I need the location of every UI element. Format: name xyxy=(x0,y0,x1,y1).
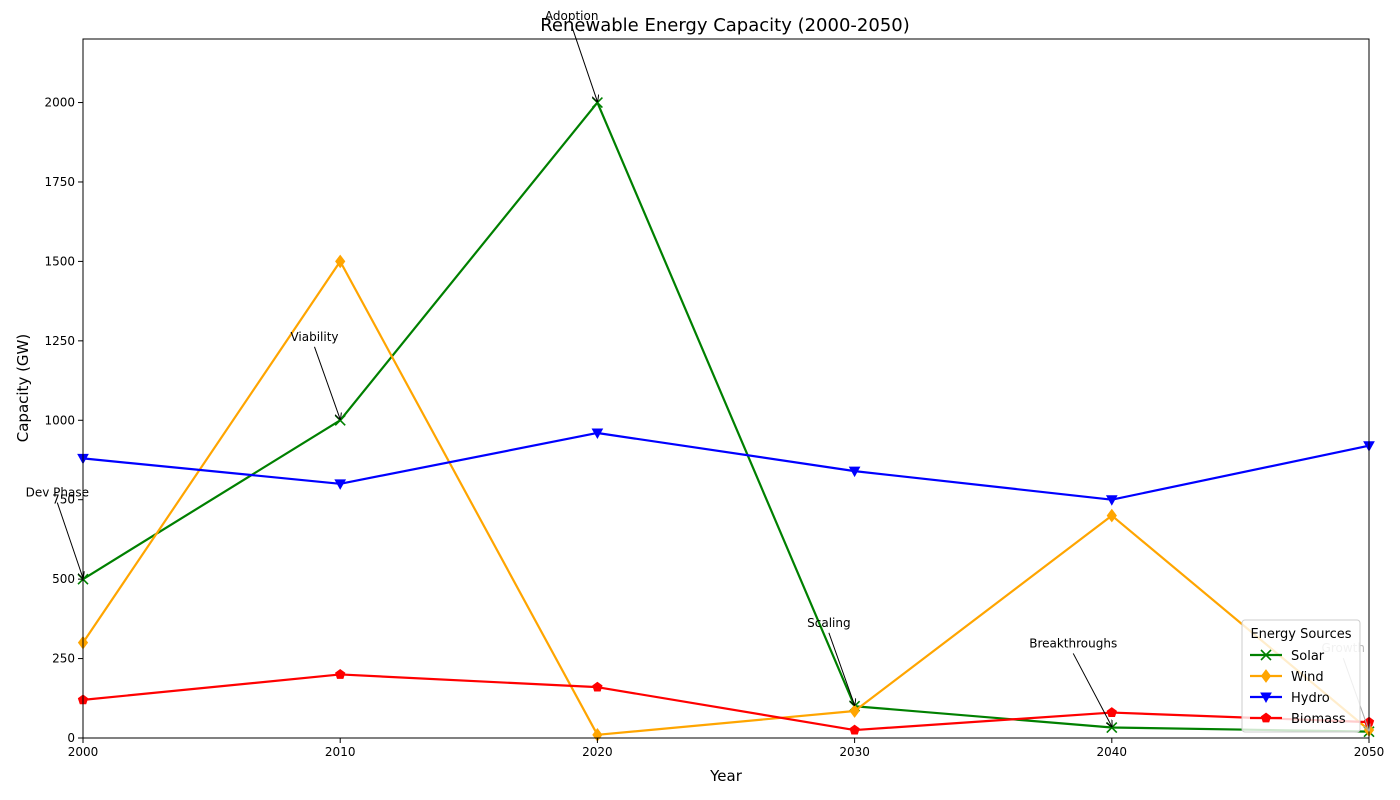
data-point-hydro xyxy=(848,466,861,478)
annotation-label: Breakthroughs xyxy=(1029,636,1117,650)
series-line-hydro xyxy=(82,431,1370,501)
data-point-biomass xyxy=(335,669,346,679)
x-tick-label: 2000 xyxy=(68,745,99,759)
x-tick-label: 2030 xyxy=(839,745,870,759)
annotation-arrow xyxy=(828,632,855,705)
x-axis: 2000 2010 2020 2030 2040 2050 xyxy=(68,738,1385,759)
y-axis-label: Capacity (GW) xyxy=(14,334,32,442)
x-tick-label: 2010 xyxy=(325,745,356,759)
legend-label: Solar xyxy=(1291,649,1325,664)
legend-label: Wind xyxy=(1291,670,1324,685)
annotation-label: Viability xyxy=(290,330,338,344)
annotation-label: Adoption xyxy=(545,9,599,23)
annotation-arrow xyxy=(56,502,83,579)
data-point-hydro xyxy=(334,479,347,490)
y-tick-label: 1250 xyxy=(44,334,75,348)
legend-item-solar: Solar xyxy=(1250,649,1325,664)
x-tick-label: 2020 xyxy=(582,745,613,759)
data-point-hydro xyxy=(1105,495,1118,506)
annotation-label: Dev Phase xyxy=(26,486,89,500)
annotation-label: Scaling xyxy=(807,616,850,630)
data-point-biomass xyxy=(1106,707,1117,717)
legend: Energy Sources Solar Wind Hydro Biomass xyxy=(1241,619,1361,733)
annotation-arrow xyxy=(571,25,598,102)
series-line-solar xyxy=(82,101,1370,733)
annotation-arrow xyxy=(314,346,340,419)
y-tick-label: 0 xyxy=(67,731,75,745)
legend-marker xyxy=(1260,712,1272,723)
legend-marker xyxy=(1260,669,1272,683)
y-tick-label: 1750 xyxy=(44,175,75,189)
series-line-biomass xyxy=(82,673,1370,732)
x-axis-label: Year xyxy=(709,767,743,785)
y-tick-label: 1000 xyxy=(44,413,75,427)
legend-label: Biomass xyxy=(1291,712,1346,727)
data-point-biomass xyxy=(849,724,860,735)
y-tick-label: 250 xyxy=(52,652,75,666)
legend-box xyxy=(1241,619,1361,733)
legend-item-hydro: Hydro xyxy=(1250,691,1330,706)
plot-frame xyxy=(82,38,1370,739)
plot-area xyxy=(77,96,1375,742)
legend-item-wind: Wind xyxy=(1250,669,1324,685)
legend-marker xyxy=(1260,649,1272,661)
y-tick-label: 500 xyxy=(52,572,75,586)
data-point-solar xyxy=(334,414,346,426)
y-tick-label: 1500 xyxy=(44,254,75,268)
data-point-wind xyxy=(849,704,860,718)
annotations: Dev Phase Viability Adoption Scaling Breakth… xyxy=(26,9,1369,731)
legend-label: Hydro xyxy=(1291,691,1330,706)
series-line-wind xyxy=(82,260,1370,736)
annotation-arrow xyxy=(1072,653,1112,726)
x-tick-label: 2040 xyxy=(1097,745,1128,759)
data-point-biomass xyxy=(592,681,603,692)
data-point-wind xyxy=(1106,508,1117,523)
data-point-hydro xyxy=(591,428,604,440)
legend-marker xyxy=(1260,692,1272,704)
data-point-wind xyxy=(335,254,346,269)
y-tick-label: 2000 xyxy=(44,96,75,110)
data-point-solar xyxy=(591,96,603,109)
x-tick-label: 2050 xyxy=(1354,745,1385,759)
legend-title: Energy Sources xyxy=(1250,627,1351,642)
legend-item-biomass: Biomass xyxy=(1250,712,1346,727)
chart-title: Renewable Energy Capacity (2000-2050) xyxy=(540,15,910,36)
